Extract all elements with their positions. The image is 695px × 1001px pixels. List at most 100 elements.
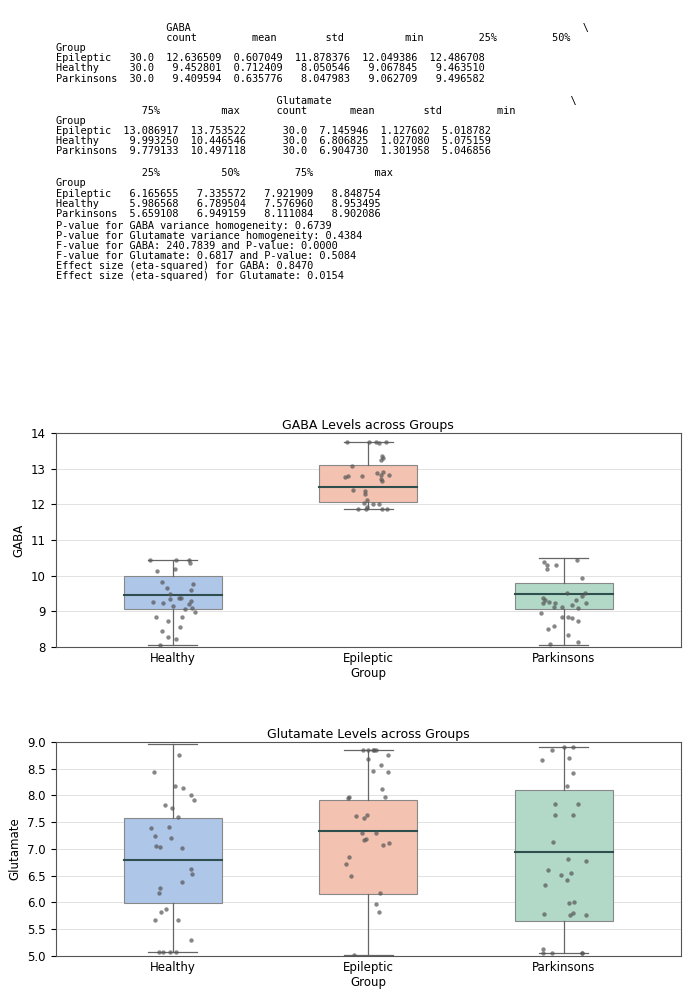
- Point: [188, 792, 199, 808]
- Point: [577, 945, 588, 961]
- Point: [357, 826, 368, 842]
- Point: [549, 618, 560, 634]
- Text: Effect size (eta-squared) for GABA: 0.8470: Effect size (eta-squared) for GABA: 0.84…: [56, 261, 313, 271]
- Point: [576, 589, 587, 605]
- Point: [537, 752, 548, 768]
- Point: [562, 585, 573, 601]
- Point: [376, 467, 387, 483]
- Point: [564, 908, 575, 924]
- Point: [150, 838, 161, 854]
- Point: [186, 866, 197, 882]
- Point: [572, 635, 583, 651]
- Point: [567, 739, 578, 755]
- Point: [568, 807, 579, 823]
- Point: [159, 797, 170, 813]
- Point: [547, 743, 558, 759]
- Point: [347, 481, 358, 497]
- Point: [358, 832, 369, 848]
- Point: [341, 856, 352, 872]
- Point: [177, 841, 188, 857]
- Point: [362, 751, 373, 767]
- Point: [361, 831, 372, 847]
- Point: [346, 458, 357, 474]
- Point: [165, 591, 176, 607]
- Point: [548, 600, 559, 616]
- Point: [550, 557, 562, 573]
- Point: [149, 828, 160, 844]
- Text: Healthy     9.993250  10.446546      30.0  6.806825  1.027080  5.075159: Healthy 9.993250 10.446546 30.0 6.806825…: [56, 136, 491, 146]
- Point: [566, 597, 578, 613]
- Text: P-value for Glutamate variance homogeneity: 0.4384: P-value for Glutamate variance homogenei…: [56, 231, 362, 241]
- Point: [562, 610, 573, 626]
- Point: [566, 611, 577, 627]
- Point: [156, 904, 167, 920]
- Point: [146, 820, 157, 836]
- Point: [384, 835, 395, 851]
- Point: [377, 781, 388, 797]
- Point: [170, 561, 181, 577]
- Point: [360, 500, 371, 517]
- Point: [351, 808, 362, 824]
- Point: [356, 467, 367, 483]
- Point: [177, 874, 188, 890]
- Point: [375, 885, 386, 901]
- Point: [581, 907, 592, 923]
- Point: [166, 800, 177, 816]
- Point: [177, 609, 188, 625]
- Point: [148, 594, 159, 610]
- Text: Group: Group: [56, 116, 86, 126]
- Point: [373, 435, 384, 451]
- Bar: [320, 800, 417, 894]
- Point: [349, 947, 360, 963]
- Point: [186, 932, 197, 948]
- Point: [170, 944, 181, 960]
- Bar: [515, 584, 613, 609]
- Point: [170, 552, 181, 568]
- Point: [539, 593, 550, 609]
- Point: [179, 601, 190, 617]
- Point: [546, 945, 557, 961]
- Point: [580, 595, 591, 611]
- Text: Effect size (eta-squared) for Glutamate: 0.0154: Effect size (eta-squared) for Glutamate:…: [56, 271, 343, 281]
- Point: [384, 467, 395, 483]
- Point: [357, 742, 368, 758]
- Bar: [124, 818, 222, 903]
- Point: [543, 595, 554, 611]
- Point: [170, 632, 181, 648]
- Point: [538, 941, 549, 957]
- Point: [173, 747, 184, 763]
- Point: [163, 614, 174, 630]
- Point: [537, 596, 548, 612]
- Y-axis label: GABA: GABA: [13, 524, 25, 557]
- Point: [377, 472, 388, 488]
- Point: [364, 433, 375, 449]
- Text: Healthy     5.986568   6.789504   7.576960   8.953495: Healthy 5.986568 6.789504 7.576960 8.953…: [56, 198, 380, 208]
- Point: [541, 558, 553, 574]
- Point: [538, 590, 549, 606]
- Point: [149, 764, 160, 780]
- Point: [183, 552, 195, 568]
- Y-axis label: Glutamate: Glutamate: [9, 818, 22, 880]
- Point: [149, 912, 161, 928]
- Point: [343, 468, 354, 484]
- Point: [359, 486, 370, 503]
- Point: [542, 621, 553, 637]
- Point: [163, 629, 174, 645]
- Point: [152, 563, 163, 579]
- Point: [167, 599, 179, 615]
- Title: Glutamate Levels across Groups: Glutamate Levels across Groups: [267, 728, 470, 741]
- Point: [186, 593, 197, 609]
- Text: Parkinsons  9.779133  10.497118      30.0  6.904730  1.301958  5.046856: Parkinsons 9.779133 10.497118 30.0 6.904…: [56, 146, 491, 156]
- Point: [157, 624, 168, 640]
- Point: [187, 576, 198, 592]
- Point: [164, 586, 175, 602]
- Point: [377, 837, 389, 853]
- Point: [367, 742, 378, 758]
- Point: [154, 885, 165, 901]
- Bar: [124, 576, 222, 609]
- Text: Parkinsons  5.659108   6.949159   8.111084   8.902086: Parkinsons 5.659108 6.949159 8.111084 8.…: [56, 208, 380, 218]
- Point: [548, 835, 559, 851]
- Point: [165, 830, 177, 846]
- Point: [163, 819, 174, 835]
- Point: [370, 433, 382, 449]
